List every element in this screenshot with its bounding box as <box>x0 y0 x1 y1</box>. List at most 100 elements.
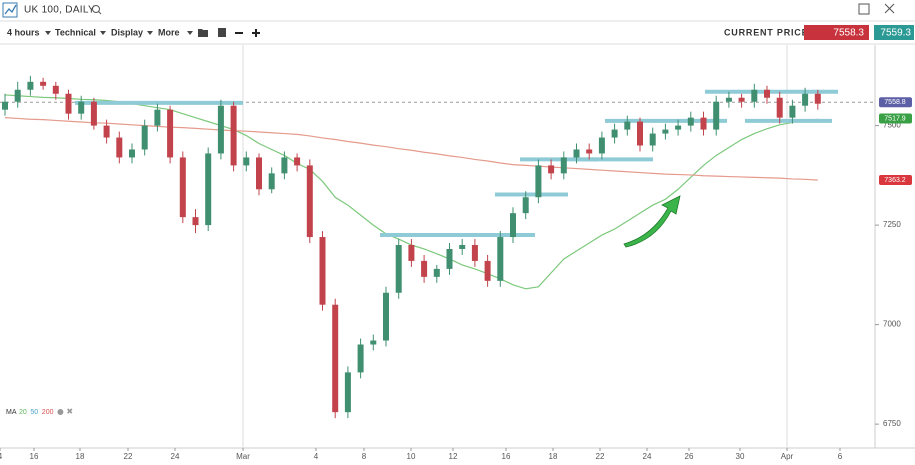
candle-body <box>281 157 288 174</box>
candle-body <box>256 157 262 190</box>
candle-body <box>40 81 47 86</box>
y-tick-label: 6750 <box>883 419 901 428</box>
x-tick-label: 22 <box>124 452 133 461</box>
dropdown-caret <box>100 31 106 35</box>
y-tick-label: 7000 <box>883 320 901 329</box>
candle-body <box>751 89 758 102</box>
toolbar-item[interactable]: Technical <box>55 27 96 37</box>
candle-body <box>230 105 237 166</box>
x-tick-label: 6 <box>838 452 843 461</box>
price-tag-label: 7517.9 <box>884 115 906 122</box>
candle-body <box>268 173 275 190</box>
ma-legend-item[interactable]: 50 <box>30 409 38 416</box>
candle-body <box>243 157 250 166</box>
candle-body <box>306 165 313 238</box>
plot: 6750 7000 7250 7500 4 16 18 22 24 Mar 4 8 10 12 16 18 22… <box>0 45 912 461</box>
x-tick-label: 10 <box>407 452 416 461</box>
candle-body <box>649 133 656 146</box>
x-tick-label: 16 <box>502 452 511 461</box>
price-tag-label: 7558.8 <box>884 99 906 106</box>
toolbar-item[interactable]: More <box>158 27 180 37</box>
x-tick-label: 24 <box>643 452 652 461</box>
candle-body <box>573 149 580 158</box>
close-icon-b <box>884 3 895 14</box>
file-icons <box>198 28 260 37</box>
toolbar-item[interactable]: Display <box>111 27 143 37</box>
candle-body <box>65 93 72 114</box>
candle-body <box>408 245 415 261</box>
candle-body <box>535 165 542 198</box>
candle-body <box>154 109 161 126</box>
candle-body <box>675 125 682 130</box>
candle-body <box>217 105 224 154</box>
ask-box[interactable] <box>874 25 914 40</box>
candle-body <box>179 157 186 218</box>
x-tick-label: 30 <box>736 452 745 461</box>
candle-body <box>395 245 402 293</box>
y-tick-label: 7250 <box>883 220 901 229</box>
ma-legend-title: MA <box>6 409 17 416</box>
candle-body <box>433 268 440 277</box>
candle-body <box>764 89 770 98</box>
ma-legend-item[interactable]: 20 <box>19 409 27 416</box>
candle-body <box>484 260 491 281</box>
candle-body <box>344 372 351 413</box>
candle-body <box>116 137 123 158</box>
candle-body <box>713 101 720 130</box>
trend-arrow <box>623 195 681 248</box>
toolbar-item[interactable]: 4 hours <box>7 27 40 37</box>
candle-body <box>624 121 631 130</box>
x-tick-label: 22 <box>596 452 605 461</box>
candle-body <box>560 157 567 174</box>
candle-body <box>548 165 555 174</box>
candle-body <box>14 89 21 102</box>
candle-body <box>725 97 732 102</box>
candle-body <box>332 304 339 413</box>
candle-body <box>103 125 110 138</box>
header: UK 100, DAILY <box>0 2 915 22</box>
price-tag <box>879 97 912 108</box>
x-tick-label: 18 <box>549 452 558 461</box>
current-price-label: CURRENT PRICE: <box>724 27 812 37</box>
candle-body <box>700 117 707 130</box>
x-tick-label: Mar <box>236 452 250 461</box>
candle-body <box>459 245 466 249</box>
candle-body <box>637 121 643 146</box>
candle-body <box>662 129 669 134</box>
x-tick-label: Apr <box>781 452 794 461</box>
candle-body <box>497 237 504 281</box>
search-icon[interactable] <box>92 5 100 13</box>
x-tick-label: 4 <box>314 452 319 461</box>
moving-average <box>4 117 818 181</box>
candle-body <box>294 157 301 166</box>
open-icon[interactable] <box>198 29 208 37</box>
candle-body <box>598 137 605 154</box>
ask-price: 7559.3 <box>880 28 911 39</box>
price-tag <box>879 175 912 186</box>
remove-icon[interactable]: ✖ <box>66 407 73 416</box>
candle-body <box>471 245 478 261</box>
candle-body <box>205 153 212 226</box>
price-tag <box>879 113 912 124</box>
candle-body <box>167 109 174 158</box>
popout-icon[interactable] <box>858 3 870 15</box>
x-tick-label: 8 <box>362 452 367 461</box>
candle-body <box>522 197 529 214</box>
candle-body <box>52 85 59 94</box>
dropdown-caret <box>45 31 51 35</box>
toolbar: CURRENT PRICE: 7558.3 7559.3 4 hours Tech… <box>0 25 915 45</box>
candle-body <box>814 93 821 104</box>
candle-body <box>129 149 135 158</box>
candle-body <box>687 117 694 126</box>
save-icon[interactable] <box>218 28 226 37</box>
x-tick-label: 16 <box>30 452 39 461</box>
settings-icon[interactable] <box>57 409 64 415</box>
candle-body <box>2 101 8 110</box>
candle-body <box>776 97 783 118</box>
bid-box[interactable] <box>804 25 869 40</box>
ma-legend-item[interactable]: 200 <box>42 409 54 416</box>
x-tick-label: 26 <box>685 452 694 461</box>
candle-body <box>383 292 389 341</box>
